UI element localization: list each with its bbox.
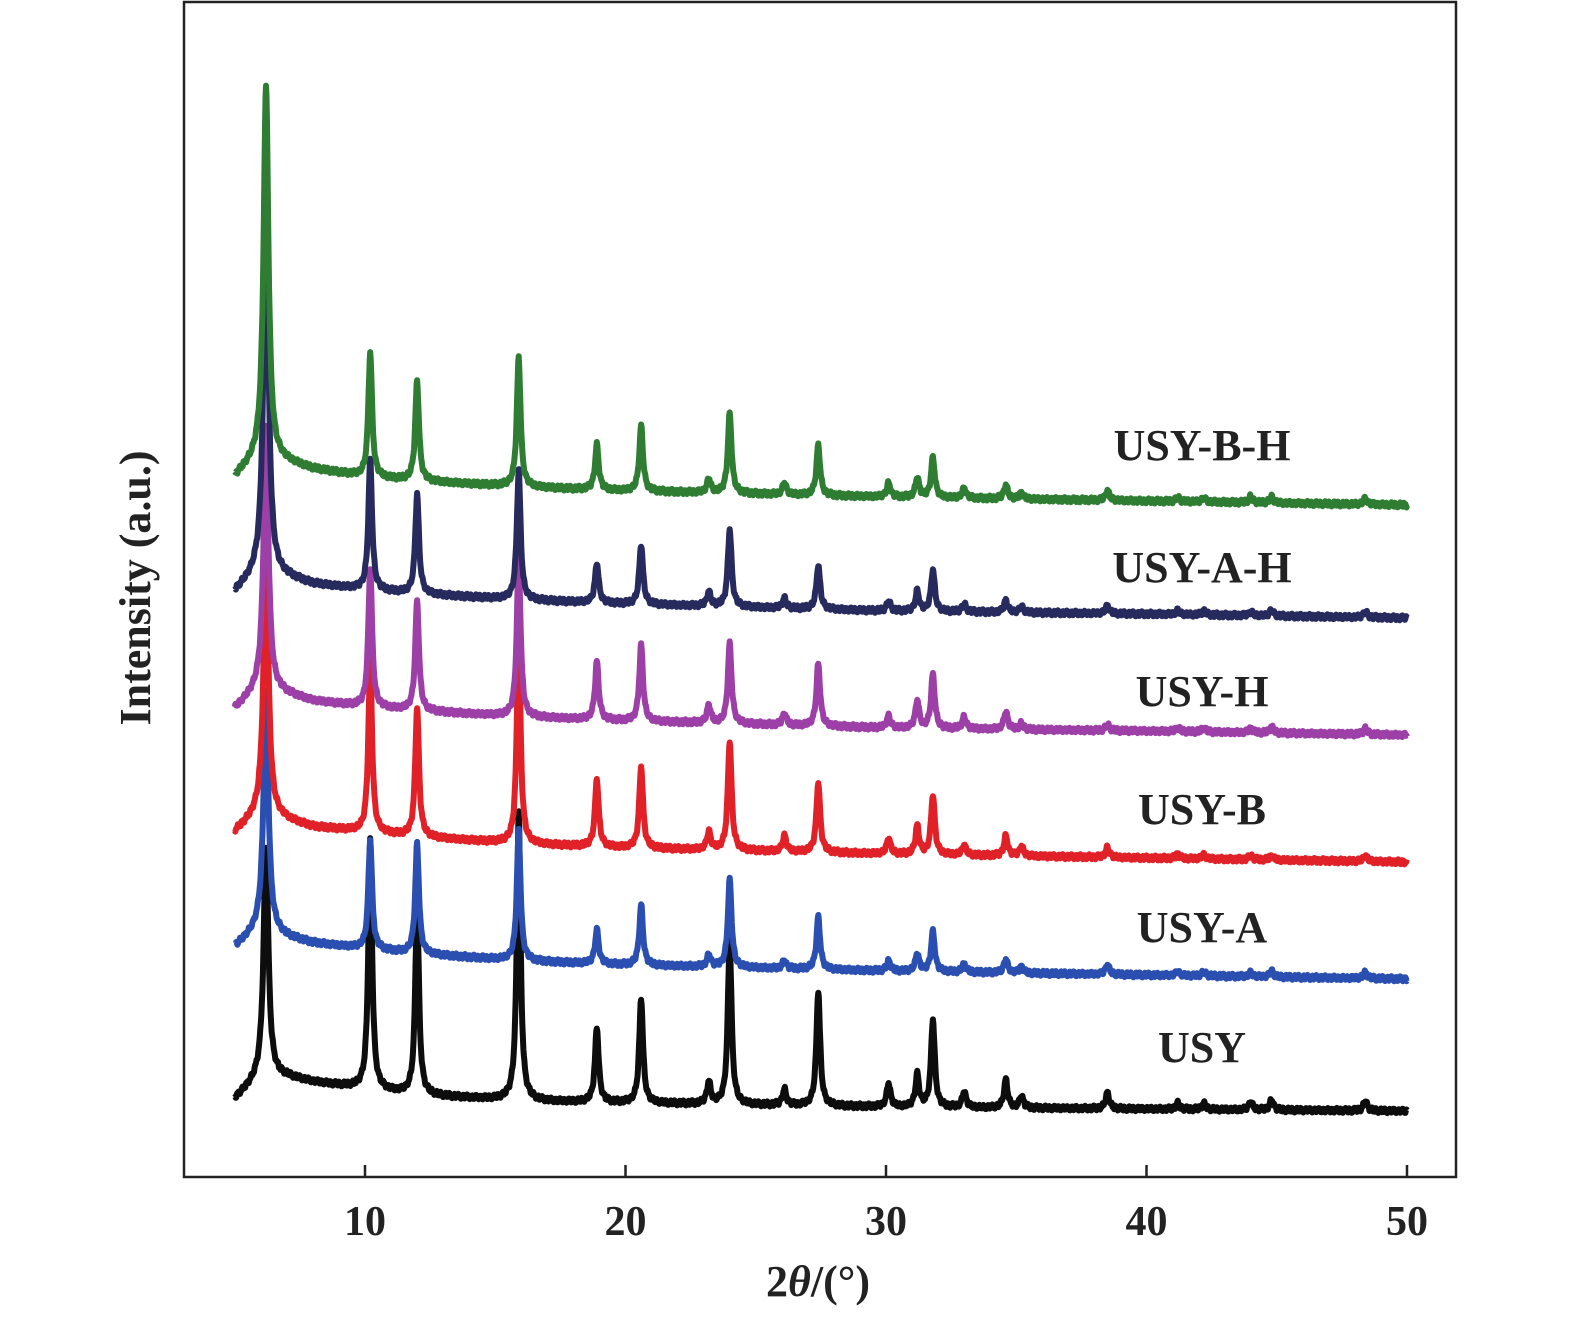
x-axis-ticks: 10 20 30 40 50 bbox=[344, 1165, 1428, 1245]
series-line-usy-b-h bbox=[232, 82, 1410, 511]
x-tick-label-40: 40 bbox=[1126, 1199, 1168, 1245]
series-label-usy: USY bbox=[1158, 1023, 1246, 1072]
series-line-usy-b bbox=[232, 541, 1410, 868]
series-label-usy-b-h: USY-B-H bbox=[1114, 421, 1291, 470]
x-tick-label-30: 30 bbox=[865, 1199, 907, 1245]
series-line-usy-a-h bbox=[232, 182, 1410, 624]
series-line-usy-a bbox=[232, 687, 1410, 985]
series-label-usy-h: USY-H bbox=[1136, 667, 1269, 716]
x-tick-label-20: 20 bbox=[605, 1199, 647, 1245]
series-label-usy-b: USY-B bbox=[1138, 785, 1266, 834]
x-axis-title: 2θ/(°) bbox=[766, 1257, 870, 1306]
series-line-usy-h bbox=[231, 422, 1410, 740]
series-label-layer: USY USY-A USY-B USY-H USY-A-H USY-B-H bbox=[1112, 421, 1291, 1072]
series-layer bbox=[231, 82, 1410, 1117]
x-axis-title-part-3: /(°) bbox=[810, 1257, 870, 1306]
plot-frame bbox=[182, 0, 1458, 1179]
series-label-usy-a-h: USY-A-H bbox=[1112, 543, 1291, 592]
y-axis-title: Intensity (a.u.) bbox=[111, 450, 160, 725]
x-axis-title-part-2: θ bbox=[788, 1257, 811, 1306]
x-tick-label-10: 10 bbox=[344, 1199, 386, 1245]
x-tick-label-50: 50 bbox=[1386, 1199, 1428, 1245]
x-axis-title-part-1: 2 bbox=[766, 1257, 788, 1306]
series-line-usy bbox=[232, 808, 1410, 1117]
series-label-usy-a: USY-A bbox=[1137, 903, 1268, 952]
